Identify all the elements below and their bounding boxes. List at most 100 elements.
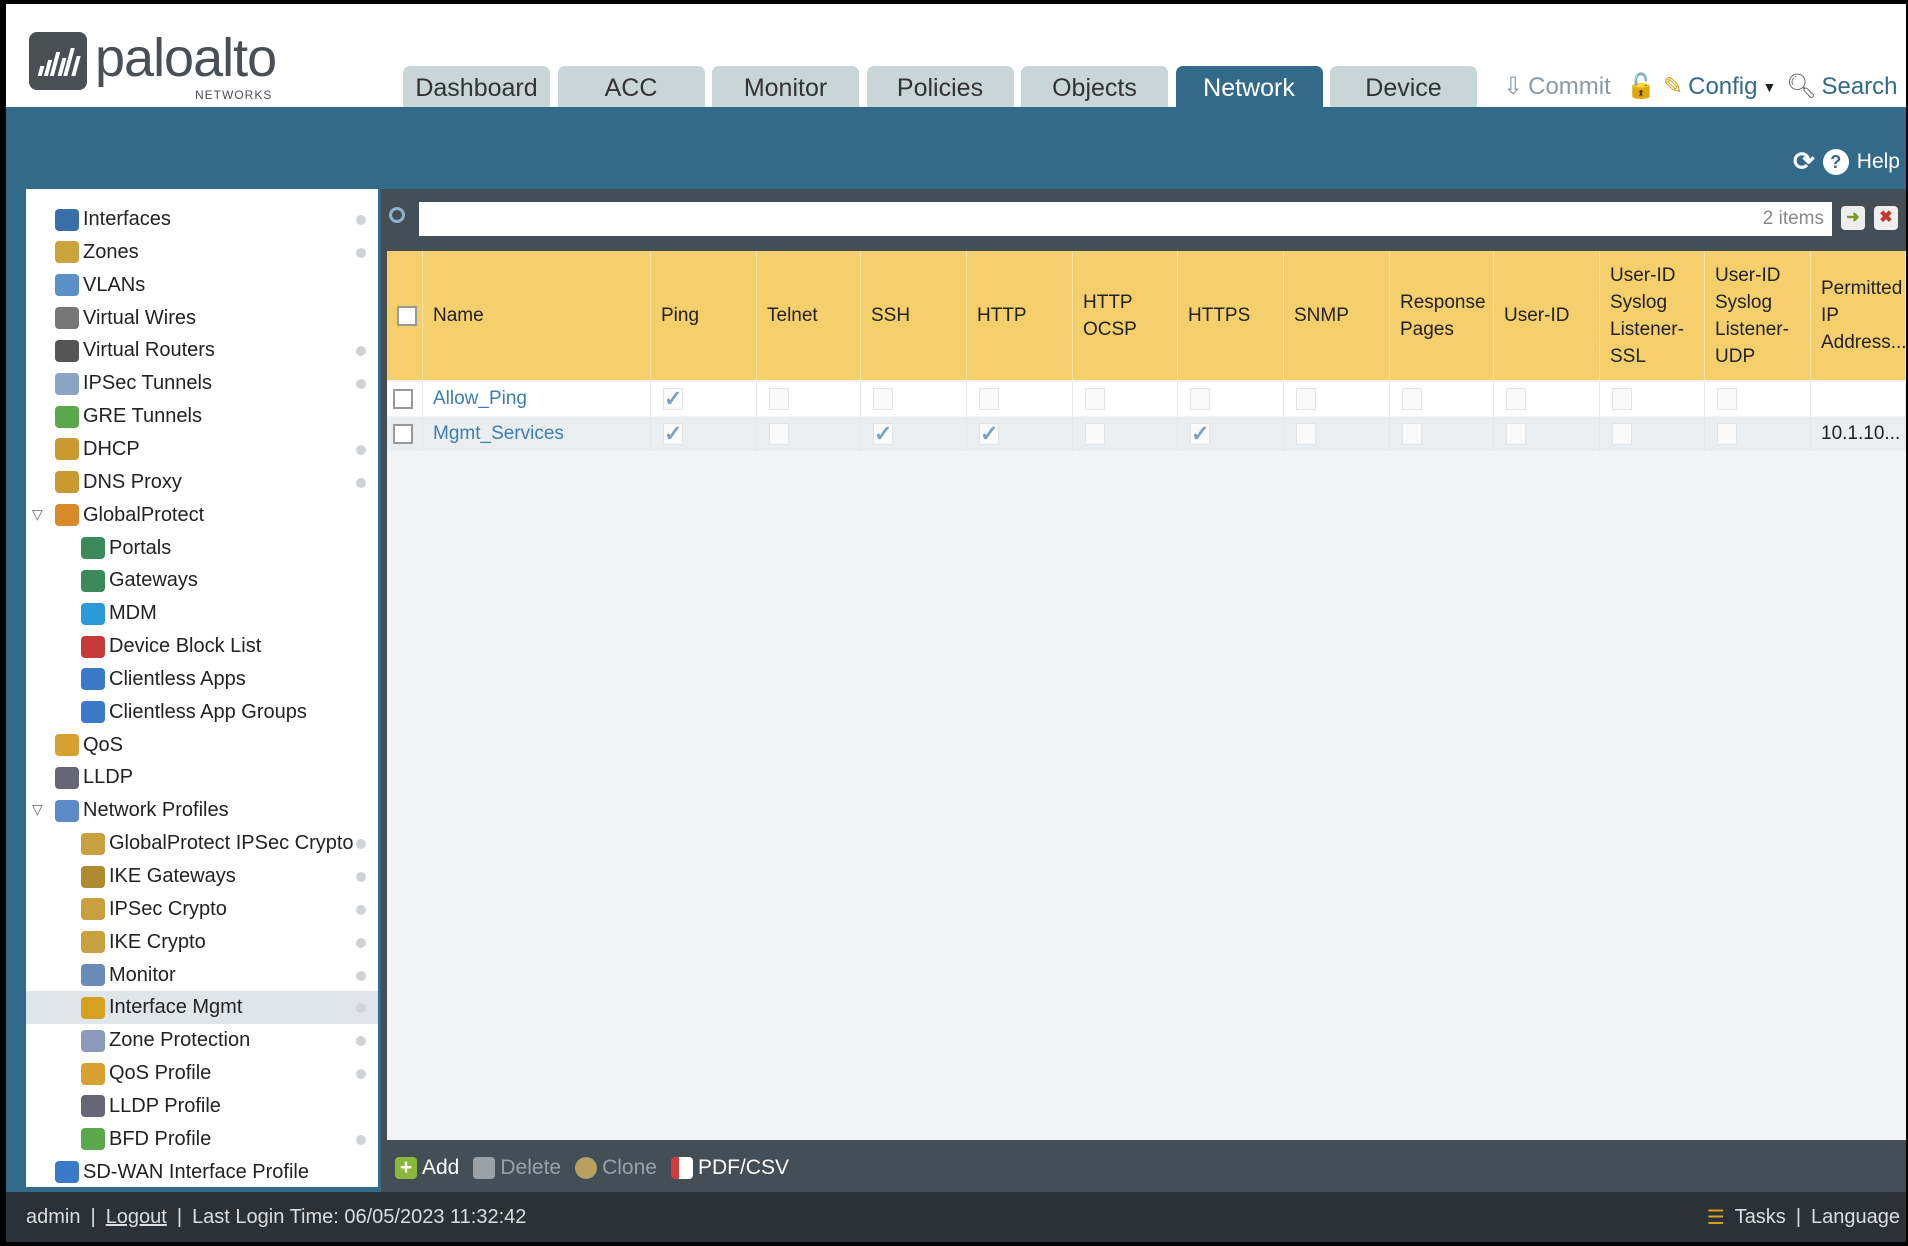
sidebar-item-interface-mgmt[interactable]: Interface Mgmt [26,991,378,1025]
sidebar-item-zone-protection[interactable]: Zone Protection [26,1024,378,1057]
add-button[interactable]: + Add [395,1156,459,1180]
column-header[interactable]: HTTPS [1178,251,1284,380]
sidebar-item-label: QoS Profile [109,1062,212,1085]
sidebar-item-interfaces[interactable]: Interfaces [26,203,378,236]
check-cell [757,382,861,416]
row-checkbox[interactable] [393,389,413,409]
column-header[interactable]: HTTP [967,251,1073,380]
check-cell [1284,416,1390,451]
sidebar-item-qos[interactable]: QoS [26,729,378,762]
sidebar-item-label: Device Block List [109,635,262,658]
column-header[interactable]: SSH [861,251,967,380]
sidebar-item-network-profiles[interactable]: ▽ Network Profiles [26,794,378,827]
last-login-time: Last Login Time: 06/05/2023 11:32:42 [192,1205,527,1228]
status-dot [356,444,366,455]
sidebar-item-gateways[interactable]: Gateways [26,564,378,597]
tasks-link[interactable]: Tasks [1734,1205,1786,1228]
plus-icon: + [395,1157,417,1179]
sidebar-item-globalprotect[interactable]: ▽ GlobalProtect [26,499,378,532]
table-row[interactable]: Mgmt_Services ✓ ✓ ✓ ✓ 10.1.10... [387,416,1906,451]
bottom-toolbar: + Add Delete Clone PDF/CSV [381,1144,1906,1192]
name-cell: Allow_Ping [423,382,651,416]
column-header[interactable]: User-ID Syslog Listener-UDP [1705,251,1811,380]
tab-objects[interactable]: Objects [1021,66,1168,107]
lock-icon[interactable]: 🔓 [1626,73,1656,100]
refresh-icon[interactable]: ⟳ [1793,146,1815,176]
column-header[interactable]: User-ID Syslog Listener-SSL [1600,251,1705,380]
config-menu[interactable]: ✎ Config ▼ [1663,72,1777,101]
unchecked-checkbox [979,388,999,410]
column-header[interactable]: Telnet [757,251,861,380]
check-cell [1600,416,1705,451]
filter-input[interactable]: 2 items [419,202,1832,236]
sidebar-item-dns-proxy[interactable]: DNS Proxy [26,466,378,499]
sidebar-item-ike-gateways[interactable]: IKE Gateways [26,860,378,893]
clone-button[interactable]: Clone [575,1156,657,1180]
column-header[interactable]: Ping [651,251,757,380]
permitted-ip-text: 10.1.10... [1821,422,1901,444]
apply-filter-icon[interactable]: ➜ [1841,206,1865,230]
expand-triangle-icon[interactable]: ▽ [32,801,43,818]
logout-link[interactable]: Logout [105,1205,167,1228]
permitted-ip-cell [1811,382,1906,416]
sidebar-item-clientless-apps[interactable]: Clientless Apps [26,663,378,696]
sidebar-item-label: GlobalProtect IPSec Crypto [109,832,354,855]
delete-button[interactable]: Delete [473,1156,561,1180]
column-header[interactable]: Name [423,251,651,380]
clear-filter-icon[interactable]: ✖ [1874,206,1898,230]
sidebar-item-portals[interactable]: Portals [26,532,378,565]
globalprotect-ipsec-crypto-icon [81,832,105,855]
sidebar-item-ipsec-crypto[interactable]: IPSec Crypto [26,893,378,926]
column-header[interactable]: Permitted IP Address... [1811,251,1906,380]
tab-network[interactable]: Network [1175,66,1323,107]
pdf-csv-button[interactable]: PDF/CSV [670,1156,789,1180]
sidebar-item-clientless-app-groups[interactable]: Clientless App Groups [26,696,378,729]
sidebar-item-gre-tunnels[interactable]: GRE Tunnels [26,400,378,433]
tab-dashboard[interactable]: Dashboard [403,66,550,107]
sidebar-item-globalprotect-ipsec-crypto[interactable]: GlobalProtect IPSec Crypto [26,827,378,860]
sidebar-item-label: IPSec Tunnels [83,372,212,395]
sidebar-item-bfd-profile[interactable]: BFD Profile [26,1123,378,1156]
sidebar-item-qos-profile[interactable]: QoS Profile [26,1057,378,1090]
tab-acc[interactable]: ACC [557,66,705,107]
tab-policies[interactable]: Policies [866,66,1014,107]
check-cell: ✓ [861,416,967,451]
sidebar-item-lldp[interactable]: LLDP [26,761,378,794]
row-checkbox[interactable] [393,423,413,444]
help-link[interactable]: Help [1856,149,1900,173]
interface-mgmt-icon [81,996,105,1019]
profile-name-link[interactable]: Mgmt_Services [433,422,564,444]
sidebar-item-virtual-routers[interactable]: Virtual Routers [26,334,378,367]
sidebar-item-sd-wan-interface-profile[interactable]: SD-WAN Interface Profile [26,1156,378,1187]
status-dot [356,904,366,915]
sidebar-item-virtual-wires[interactable]: Virtual Wires [26,302,378,335]
tab-monitor[interactable]: Monitor [712,66,859,107]
check-cell [1494,382,1600,416]
gateways-icon [81,569,105,592]
sidebar-item-dhcp[interactable]: DHCP [26,433,378,466]
column-header[interactable]: User-ID [1494,251,1600,380]
search-button[interactable]: 🔍︎ Search [1786,72,1898,101]
column-header[interactable]: Response Pages [1390,251,1494,380]
sidebar-item-vlans[interactable]: VLANs [26,269,378,302]
column-header[interactable]: SNMP [1284,251,1390,380]
tab-device[interactable]: Device [1330,66,1477,107]
table-row[interactable]: Allow_Ping ✓ [387,382,1906,416]
tasks-icon[interactable]: ☰ [1706,1206,1725,1229]
sidebar-item-mdm[interactable]: MDM [26,597,378,630]
sidebar-item-device-block-list[interactable]: Device Block List [26,630,378,663]
sidebar-item-monitor[interactable]: Monitor [26,959,378,992]
ike-crypto-icon [81,931,105,954]
sidebar-item-ipsec-tunnels[interactable]: IPSec Tunnels [26,367,378,400]
select-all-checkbox[interactable] [397,305,417,326]
expand-triangle-icon[interactable]: ▽ [32,505,43,522]
sidebar-item-lldp-profile[interactable]: LLDP Profile [26,1090,378,1123]
select-all-header [387,251,423,380]
profile-name-link[interactable]: Allow_Ping [433,388,527,409]
commit-button[interactable]: ⇩ Commit [1503,72,1611,101]
language-link[interactable]: Language [1811,1205,1900,1228]
help-icon[interactable]: ? [1822,148,1849,175]
column-header[interactable]: HTTP OCSP [1073,251,1178,380]
sidebar-item-ike-crypto[interactable]: IKE Crypto [26,926,378,959]
sidebar-item-zones[interactable]: Zones [26,236,378,269]
